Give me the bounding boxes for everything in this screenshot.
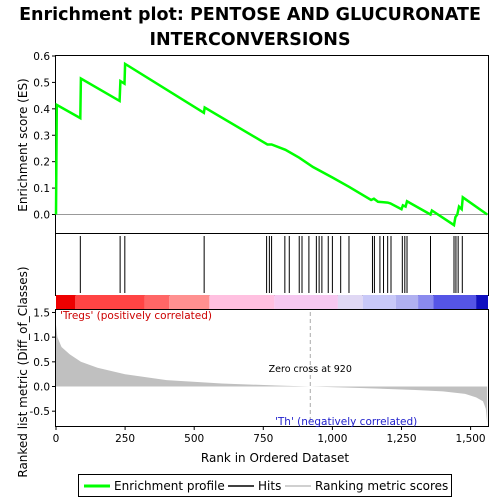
x-tick-label: 250 xyxy=(115,433,135,445)
rank-panel-frame xyxy=(55,309,489,427)
rank-y-tick-label: -0.5 xyxy=(30,406,51,418)
zero-cross-label: Zero cross at 920 xyxy=(269,364,352,375)
legend-frame xyxy=(78,474,452,497)
chart-title-line-2: INTERCONVERSIONS xyxy=(149,30,350,50)
x-axis-label: Rank in Ordered Dataset xyxy=(201,451,349,465)
rank-panel: -0.5 0.0 0.5 1.0 1.5 0 250 500 750 1,000 1,250 1,5… xyxy=(30,307,489,445)
x-tick-label: 1,250 xyxy=(386,433,416,445)
es-y-tick-label: 0.1 xyxy=(33,183,50,195)
rank-y-tick-label: 0.5 xyxy=(33,357,50,369)
color-bar-segment xyxy=(209,295,275,309)
chart-title-line-1: Enrichment plot: PENTOSE AND GLUCURONATE xyxy=(19,5,481,25)
rank-y-axis-label: Ranked list metric (Diff_of_Classes) xyxy=(16,266,30,477)
x-tick-label: 500 xyxy=(184,433,204,445)
hits-panel xyxy=(55,233,489,309)
legend-label-hits: Hits xyxy=(258,479,281,493)
es-y-tick-label: 0.2 xyxy=(33,157,50,169)
color-bar-segment xyxy=(75,295,145,309)
positive-correlation-label: 'Tregs' (positively correlated) xyxy=(60,310,212,322)
color-bar-segment xyxy=(274,295,338,309)
color-bar-segment xyxy=(144,295,170,309)
color-bar-segment xyxy=(169,295,210,309)
rank-y-tick-label: 0.0 xyxy=(33,382,50,394)
es-y-axis-label: Enrichment score (ES) xyxy=(16,78,30,211)
color-bar-segment xyxy=(418,295,434,309)
legend-label-ranking-metric: Ranking metric scores xyxy=(315,479,448,493)
rank-y-tick-label: 1.5 xyxy=(33,307,50,319)
x-tick-label: 1,000 xyxy=(317,433,347,445)
x-tick-label: 1,500 xyxy=(456,433,486,445)
color-bar-segment xyxy=(476,295,488,309)
color-bar-segment xyxy=(433,295,477,309)
legend-label-enrichment-profile: Enrichment profile xyxy=(114,479,225,493)
negative-correlation-label: 'Th' (negatively correlated) xyxy=(275,416,417,428)
rank-y-tick-label: 1.0 xyxy=(33,332,50,344)
x-tick-label: 750 xyxy=(253,433,273,445)
es-y-tick-label: 0.3 xyxy=(33,130,50,142)
x-tick-label: 0 xyxy=(53,433,60,445)
es-y-tick-label: 0.6 xyxy=(33,51,50,63)
enrichment-profile-line xyxy=(54,61,488,228)
es-y-tick-label: 0.0 xyxy=(33,210,50,222)
es-y-tick-label: 0.4 xyxy=(33,104,50,116)
es-y-tick-label: 0.5 xyxy=(33,77,50,89)
color-bar-segment xyxy=(337,295,363,309)
color-bar-segment xyxy=(395,295,419,309)
legend: Enrichment profile Hits Ranking metric s… xyxy=(78,474,452,497)
color-bar-segment xyxy=(56,295,76,309)
es-panel: 0.0 0.1 0.2 0.3 0.4 0.5 0.6 xyxy=(33,51,489,234)
color-bar-segment xyxy=(362,295,396,309)
